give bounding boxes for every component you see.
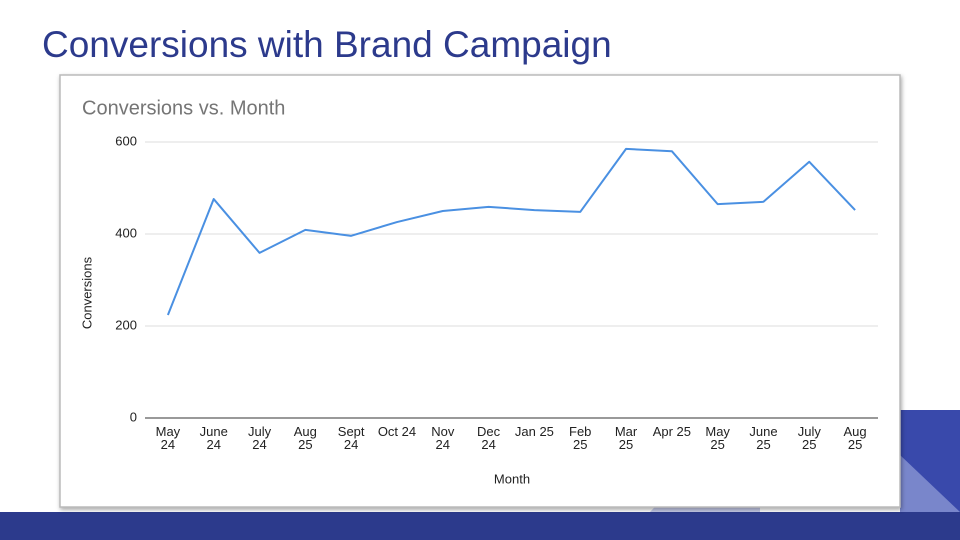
x-tick-label: Apr 25 bbox=[652, 424, 691, 439]
x-tick-label: Mar 25 bbox=[614, 424, 638, 452]
footer-bar bbox=[0, 512, 960, 540]
line bbox=[166, 147, 856, 316]
x-tick-label: May 24 bbox=[155, 424, 181, 452]
x-tick-label: Oct 24 bbox=[377, 424, 417, 439]
chart-title: Conversions vs. Month bbox=[82, 97, 285, 119]
x-axis-title: Month bbox=[494, 471, 530, 486]
x-tick-label: May 25 bbox=[705, 424, 730, 452]
x-tick-label: Dec 24 bbox=[477, 424, 501, 452]
slide-title: Conversions with Brand Campaign bbox=[42, 24, 612, 65]
x-tick-label: Aug 25 bbox=[293, 424, 317, 452]
x-tick-label: June 25 bbox=[749, 424, 778, 452]
x-tick-label: June 24 bbox=[199, 424, 228, 452]
x-tick-label: Sept 24 bbox=[337, 424, 365, 452]
chart-frame bbox=[59, 74, 901, 508]
y-tick-label: 200 bbox=[115, 317, 137, 332]
x-tick-label: Nov 24 bbox=[431, 424, 455, 452]
x-tick-label: July 24 bbox=[247, 424, 272, 452]
x-tick-label: Feb 25 bbox=[569, 424, 592, 452]
y-tick-label: 400 bbox=[115, 225, 137, 240]
decoration bbox=[900, 455, 960, 512]
y-tick-label: 0 bbox=[130, 409, 137, 424]
x-tick-label: Aug 25 bbox=[843, 424, 867, 452]
x-tick-label: Jan 25 bbox=[514, 424, 554, 439]
y-axis-title: Conversions bbox=[79, 256, 94, 329]
x-tick-label: July 25 bbox=[797, 424, 821, 452]
y-tick-label: 600 bbox=[115, 133, 137, 148]
